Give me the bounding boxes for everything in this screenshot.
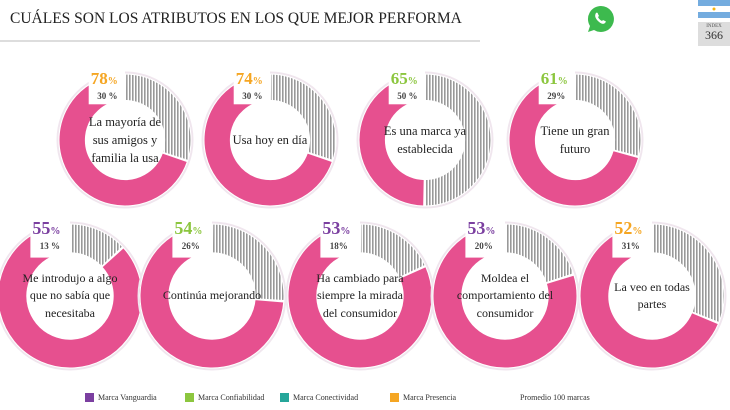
average-segment — [69, 223, 124, 268]
average-segment — [574, 73, 642, 158]
donut-3: 61% 29% Tiene un gran futuro — [506, 68, 644, 209]
average-value-label: 18% — [330, 241, 348, 251]
index-value: 366 — [705, 28, 723, 42]
title-divider — [0, 40, 480, 42]
donut-1: 74% 30 % Usa hoy en día — [201, 68, 339, 209]
legend-label: Promedio 100 marcas — [520, 393, 590, 402]
legend-label: Marca Conectividad — [293, 393, 359, 402]
brand-value-label: 55% — [32, 218, 60, 238]
attribute-label: La veo en todas partes — [614, 279, 690, 311]
donut-charts: 78% 30 % La mayoría de sus amigos y famili… — [0, 68, 727, 371]
average-value-label: 29% — [547, 91, 565, 101]
whatsapp-logo-icon — [587, 5, 614, 32]
brand-value-label: 53% — [322, 218, 350, 238]
average-segment — [124, 73, 192, 162]
index-label: INDEX — [706, 24, 722, 29]
brand-value-label: 74% — [236, 69, 263, 88]
average-value-label: 30 % — [97, 91, 117, 101]
average-segment — [211, 223, 285, 302]
legend-item: Marca Confiabilidad — [185, 393, 264, 402]
donut-4: 55% 13 % Me introdujo a algo que no sabía … — [0, 218, 145, 371]
donut-0: 78% 30 % La mayoría de sus amigos y famili… — [56, 68, 194, 209]
attribute-label: Tiene un gran futuro — [540, 123, 610, 156]
donut-7: 53% 20% Moldea el comportamiento del consu… — [430, 218, 580, 371]
legend-item: Marca Vanguardia — [85, 393, 157, 402]
attribute-label: La mayoría de sus amigos y familia la us… — [88, 114, 162, 166]
average-segment — [359, 223, 426, 279]
index-badge: INDEX 366 — [698, 22, 730, 46]
average-segment — [424, 73, 492, 207]
legend-swatch — [390, 393, 399, 402]
attribute-label: Continúa mejorando — [162, 288, 262, 303]
attribute-label: Moldea el comportamiento del consumidor — [456, 270, 554, 320]
label-notch — [233, 68, 270, 105]
average-value-label: 13 % — [40, 241, 60, 251]
brand-value-label: 54% — [174, 218, 202, 238]
average-value-label: 20% — [475, 241, 493, 251]
brand-value-label: 52% — [614, 218, 642, 238]
label-notch — [172, 218, 212, 258]
legend-item: Promedio 100 marcas — [520, 393, 590, 402]
legend-item: Marca Presencia — [390, 393, 456, 402]
legend-label: Marca Confiabilidad — [198, 393, 265, 402]
legend-swatch — [85, 393, 94, 402]
brand-value-label: 78% — [91, 69, 118, 88]
page-title: CUÁLES SON LOS ATRIBUTOS EN LOS QUE MEJO… — [10, 10, 462, 27]
label-notch — [320, 218, 360, 258]
attribute-label: Usa hoy en día — [232, 132, 308, 147]
donut-6: 53% 18% Ha cambiado para siempre la mirada… — [285, 218, 435, 371]
average-value-label: 30 % — [242, 91, 262, 101]
donut-5: 54% 26% Continúa mejorando — [137, 218, 287, 371]
average-value-label: 26% — [182, 241, 200, 251]
average-value-label: 31% — [622, 241, 640, 251]
average-segment — [504, 223, 575, 284]
brand-value-label: 53% — [467, 218, 495, 238]
attribute-label: Me introdujo a algo que no sabía que nec… — [22, 270, 118, 320]
attribute-label: Ha cambiado para siempre la mirada del c… — [316, 270, 404, 320]
brand-value-label: 61% — [541, 69, 568, 88]
legend-label: Marca Presencia — [403, 393, 457, 402]
legend-swatch — [280, 393, 289, 402]
label-notch — [612, 218, 652, 258]
donut-8: 52% 31% La veo en todas partes — [577, 218, 727, 371]
legend-item: Marca Conectividad — [280, 393, 358, 402]
brand-value-label: 65% — [391, 69, 418, 88]
label-notch — [465, 218, 505, 258]
average-segment — [269, 73, 337, 162]
label-notch — [88, 68, 125, 105]
argentina-flag-icon — [698, 0, 730, 18]
average-value-label: 50 % — [397, 91, 417, 101]
legend-swatch — [185, 393, 194, 402]
label-notch — [388, 68, 425, 105]
label-notch — [30, 218, 70, 258]
attribute-label: Es una marca ya establecida — [383, 123, 467, 156]
donut-2: 65% 50 % Es una marca ya establecida — [356, 68, 494, 209]
legend-label: Marca Vanguardia — [98, 393, 157, 402]
label-notch — [538, 68, 575, 105]
average-segment — [651, 223, 725, 324]
